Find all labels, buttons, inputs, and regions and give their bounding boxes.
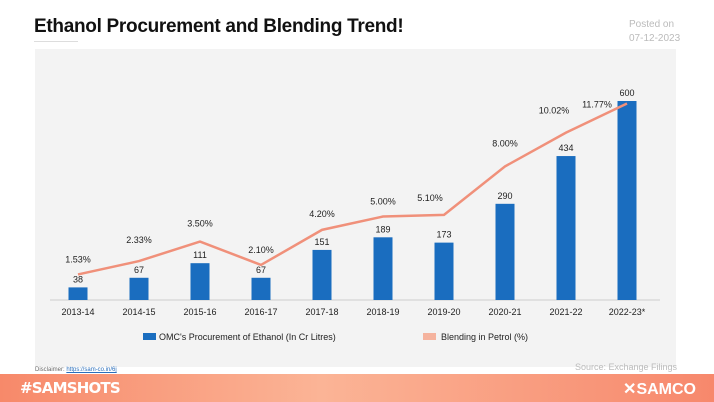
bar-label: 173: [436, 230, 451, 240]
line-label: 1.53%: [65, 254, 91, 264]
blending-line: [77, 102, 628, 276]
x-tick-label: 2014-15: [122, 307, 155, 317]
footer-banner: #SAMSHOTS ✕SAMCO: [0, 374, 714, 402]
line-label: 11.77%: [582, 99, 612, 109]
brand-name: SAMCO: [636, 381, 696, 398]
bar: [434, 242, 454, 300]
line-label: 4.20%: [309, 209, 335, 219]
x-tick-label: 2018-19: [366, 307, 399, 317]
posted-label: Posted on: [629, 19, 675, 30]
legend-label-bars: OMC's Procurement of Ethanol (In Cr Litr…: [159, 332, 336, 342]
legend-swatch-line: [423, 333, 436, 340]
bar-label: 38: [73, 274, 83, 284]
legend-swatch-bars: [143, 333, 156, 340]
line-label: 5.10%: [417, 193, 443, 203]
bar: [68, 287, 88, 300]
bar-label: 111: [193, 250, 207, 260]
bar: [617, 101, 637, 300]
posted-date: Posted on 07-12-2023: [629, 18, 680, 46]
disclaimer: Disclaimer: https://sam-co.in/6j: [35, 367, 117, 373]
bar-label: 151: [314, 237, 329, 247]
x-tick-label: 2022-23*: [609, 307, 646, 317]
legend-label-line: Blending in Petrol (%): [441, 332, 528, 342]
page-title: Ethanol Procurement and Blending Trend!: [34, 16, 404, 37]
disclaimer-label: Disclaimer:: [35, 367, 65, 373]
bar: [373, 237, 393, 300]
x-tick-label: 2021-22: [549, 307, 582, 317]
line-label: 2.10%: [248, 245, 274, 255]
disclaimer-link[interactable]: https://sam-co.in/6j: [66, 367, 117, 373]
bar-label: 434: [558, 143, 573, 153]
line-label: 5.00%: [370, 197, 396, 207]
bar: [556, 156, 576, 300]
bar-label: 290: [497, 191, 512, 201]
bar: [495, 203, 515, 300]
line-label: 3.50%: [187, 219, 213, 229]
x-tick-label: 2013-14: [61, 307, 94, 317]
line-label: 2.33%: [126, 235, 152, 245]
line-label: 8.00%: [492, 138, 518, 148]
x-tick-label: 2017-18: [305, 307, 338, 317]
bar-label: 189: [375, 224, 390, 234]
hashtag: #SAMSHOTS: [20, 379, 121, 397]
bar-label: 67: [134, 265, 144, 275]
x-tick-label: 2020-21: [488, 307, 521, 317]
bar: [251, 277, 271, 300]
bar-label: 67: [256, 265, 266, 275]
bar: [129, 277, 149, 300]
bar: [312, 249, 332, 300]
x-tick-label: 2019-20: [427, 307, 460, 317]
line-label: 10.02%: [539, 106, 570, 116]
title-underline: [34, 41, 78, 42]
x-tick-label: 2016-17: [244, 307, 277, 317]
samco-logo: ✕SAMCO: [623, 381, 696, 398]
x-tick-label: 2015-16: [183, 307, 216, 317]
bar-label: 600: [619, 88, 634, 98]
source-note: Source: Exchange Filings: [574, 362, 677, 372]
posted-date-value: 07-12-2023: [629, 33, 681, 44]
bar: [190, 263, 210, 300]
